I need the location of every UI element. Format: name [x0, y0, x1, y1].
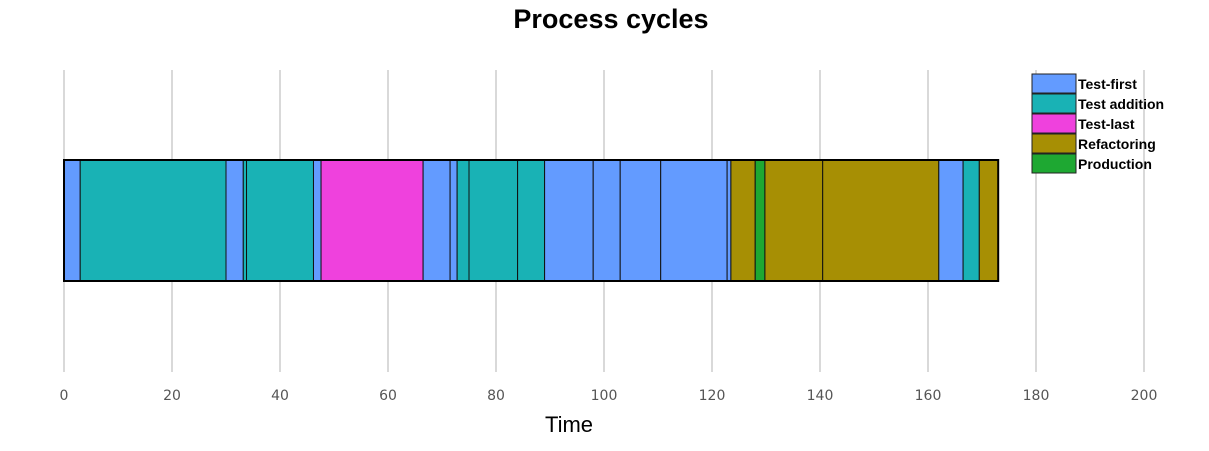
legend-swatch — [1031, 93, 1077, 114]
timeline-segment-test-first — [312, 159, 322, 282]
timeline-segment-test-addition — [468, 159, 519, 282]
timeline-segment-test-first — [422, 159, 451, 282]
x-tick-label: 140 — [807, 388, 834, 404]
x-tick-label: 180 — [1023, 388, 1050, 404]
legend-swatch — [1031, 133, 1077, 154]
timeline-segment-test-addition — [79, 159, 227, 282]
timeline-segment-test-addition — [456, 159, 470, 282]
x-tick-label: 120 — [699, 388, 726, 404]
x-tick-label: 80 — [487, 388, 505, 404]
x-tick-label: 20 — [163, 388, 181, 404]
timeline-segment-test-first — [449, 159, 458, 282]
timeline-segment-test-addition — [517, 159, 546, 282]
timeline-bar-outline — [63, 159, 1000, 282]
legend-swatch — [1031, 153, 1077, 174]
legend-label: Test-last — [1078, 116, 1135, 132]
legend-label: Test addition — [1078, 96, 1164, 112]
legend-label: Refactoring — [1078, 136, 1156, 152]
chart-title: Process cycles — [513, 4, 708, 34]
legend-label: Test-first — [1078, 76, 1137, 92]
timeline-segment-refactoring — [764, 159, 824, 282]
timeline-segment-refactoring — [822, 159, 940, 282]
timeline-bar — [63, 159, 999, 282]
timeline-segment-test-first — [619, 159, 662, 282]
legend-swatch — [1031, 73, 1077, 94]
timeline-segment-test-first — [938, 159, 964, 282]
timeline-segment-test-first — [63, 159, 81, 282]
legend: Test-first Test addition Test-last Refactor… — [1031, 73, 1164, 174]
x-axis-label: Time — [545, 412, 593, 437]
x-tick-label: 40 — [271, 388, 289, 404]
timeline-segment-test-first — [225, 159, 244, 282]
timeline-segment-refactoring — [730, 159, 756, 282]
timeline-segment-refactoring — [978, 159, 999, 282]
x-tick-label: 0 — [60, 388, 69, 404]
legend-swatch — [1031, 113, 1077, 134]
timeline-segment-test-first — [660, 159, 728, 282]
timeline-segment-test-first — [726, 159, 732, 282]
x-tick-label: 100 — [591, 388, 618, 404]
legend-label: Production — [1078, 156, 1152, 172]
timeline-segment-test-addition — [962, 159, 980, 282]
timeline-segment-production — [754, 159, 766, 282]
x-axis-ticks: 0 20 40 60 80 100 120 140 160 180 200 — [60, 388, 1158, 404]
timeline-segment-test-last — [320, 159, 424, 282]
timeline-segment-test-first — [544, 159, 594, 282]
timeline-segment-test-addition — [246, 159, 314, 282]
x-tick-label: 160 — [915, 388, 942, 404]
x-tick-label: 200 — [1131, 388, 1158, 404]
x-tick-label: 60 — [379, 388, 397, 404]
timeline-segment-test-first — [592, 159, 621, 282]
